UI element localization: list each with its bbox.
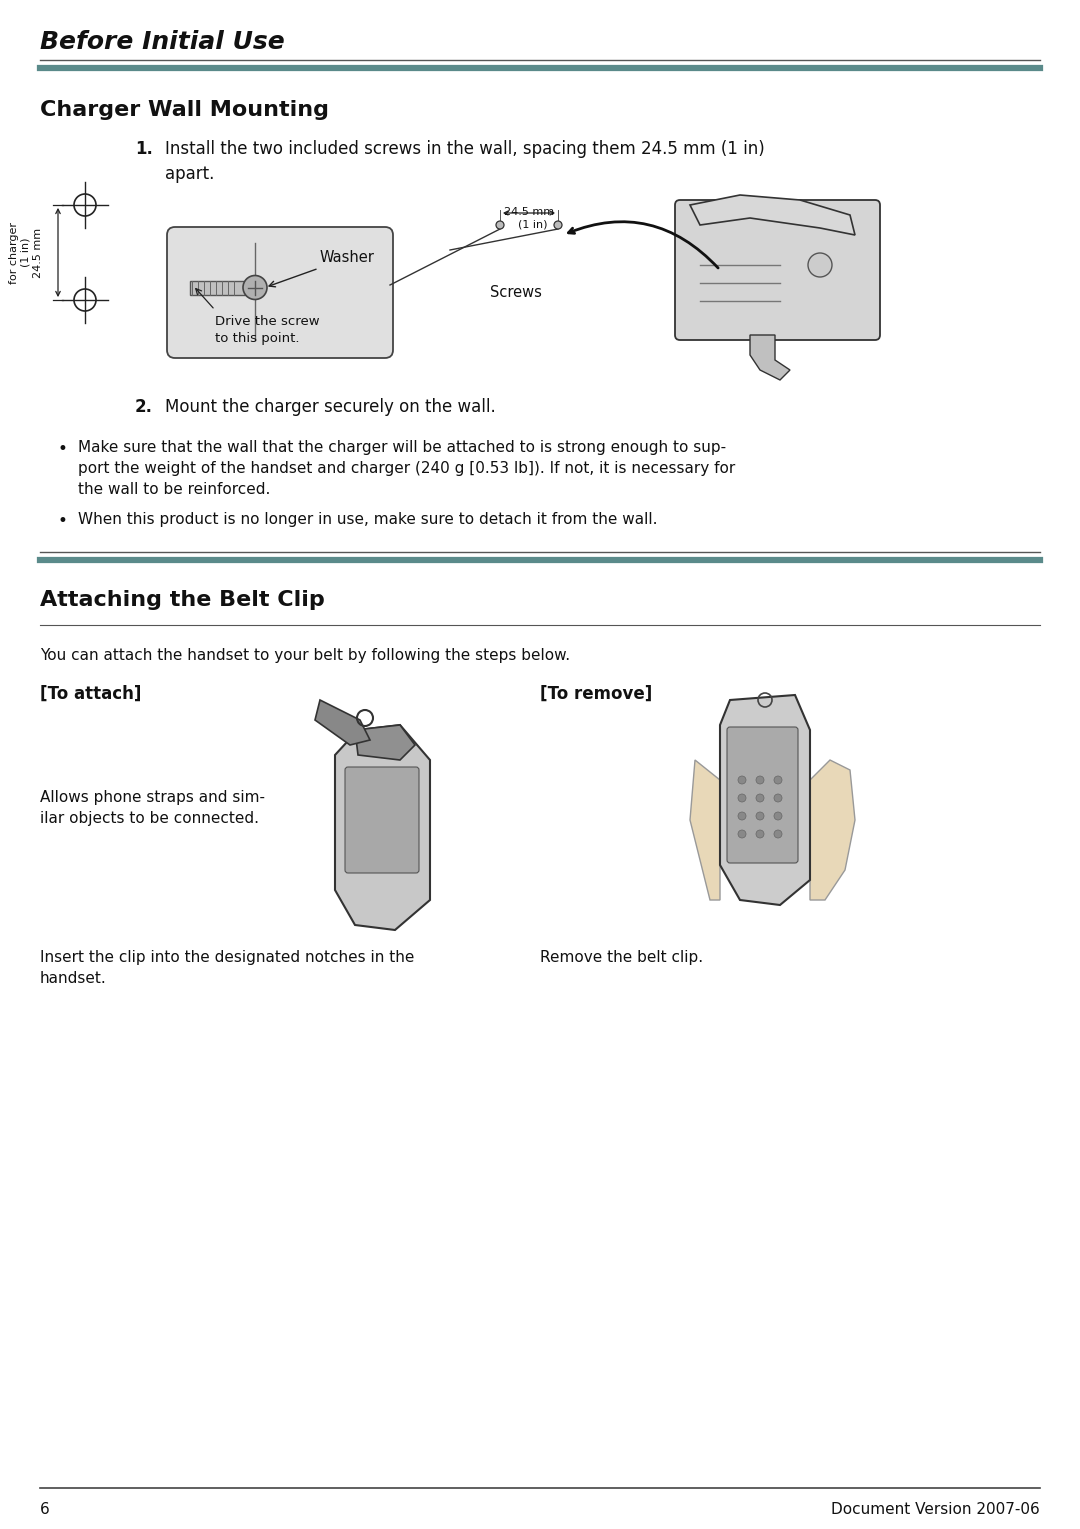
Bar [190, 280, 245, 295]
Polygon shape [690, 196, 855, 235]
Text: Charger Wall Mounting: Charger Wall Mounting [40, 99, 329, 119]
Circle shape [774, 830, 782, 838]
Text: When this product is no longer in use, make sure to detach it from the wall.: When this product is no longer in use, m… [78, 512, 658, 528]
Text: Allows phone straps and sim-
ilar objects to be connected.: Allows phone straps and sim- ilar object… [40, 790, 265, 826]
Text: 6: 6 [40, 1503, 50, 1517]
Text: •: • [57, 512, 67, 531]
Text: 24.5 mm
  (1 in): 24.5 mm (1 in) [504, 206, 554, 229]
Circle shape [554, 222, 562, 229]
Text: 24.5 mm: 24.5 mm [33, 228, 43, 278]
Circle shape [738, 794, 746, 803]
Text: (1 in): (1 in) [21, 237, 31, 268]
Circle shape [756, 794, 764, 803]
Text: Screws: Screws [490, 284, 542, 300]
Text: Install the two included screws in the wall, spacing them 24.5 mm (1 in)
apart.: Install the two included screws in the w… [165, 141, 765, 183]
Text: Before Initial Use: Before Initial Use [40, 31, 285, 54]
Text: Washer: Washer [269, 251, 375, 287]
Text: [To attach]: [To attach] [40, 685, 141, 703]
Text: Remove the belt clip.: Remove the belt clip. [540, 950, 703, 965]
Circle shape [738, 777, 746, 784]
Text: Drive the screw
to this point.: Drive the screw to this point. [215, 315, 320, 346]
FancyBboxPatch shape [675, 200, 880, 339]
Polygon shape [720, 696, 810, 905]
Text: 1.: 1. [135, 141, 153, 157]
Text: for charger: for charger [9, 222, 19, 283]
Polygon shape [315, 700, 370, 745]
Circle shape [774, 794, 782, 803]
Polygon shape [690, 760, 720, 901]
FancyBboxPatch shape [727, 726, 798, 862]
Circle shape [738, 812, 746, 820]
Text: Make sure that the wall that the charger will be attached to is strong enough to: Make sure that the wall that the charger… [78, 440, 735, 497]
Polygon shape [355, 725, 415, 760]
Circle shape [756, 812, 764, 820]
Circle shape [774, 777, 782, 784]
Text: You can attach the handset to your belt by following the steps below.: You can attach the handset to your belt … [40, 648, 570, 664]
Text: Document Version 2007-06: Document Version 2007-06 [832, 1503, 1040, 1517]
FancyBboxPatch shape [167, 226, 393, 358]
Text: •: • [57, 440, 67, 459]
Circle shape [774, 812, 782, 820]
Text: [To remove]: [To remove] [540, 685, 652, 703]
Text: Attaching the Belt Clip: Attaching the Belt Clip [40, 590, 325, 610]
Polygon shape [750, 335, 789, 381]
Circle shape [738, 830, 746, 838]
Text: 2.: 2. [135, 398, 153, 416]
Circle shape [243, 275, 267, 300]
Circle shape [756, 830, 764, 838]
Circle shape [808, 252, 832, 277]
Text: Insert the clip into the designated notches in the
handset.: Insert the clip into the designated notc… [40, 950, 415, 986]
Polygon shape [335, 725, 430, 930]
FancyBboxPatch shape [345, 768, 419, 873]
Polygon shape [810, 760, 855, 901]
Circle shape [496, 222, 504, 229]
Circle shape [756, 777, 764, 784]
Text: Mount the charger securely on the wall.: Mount the charger securely on the wall. [165, 398, 496, 416]
